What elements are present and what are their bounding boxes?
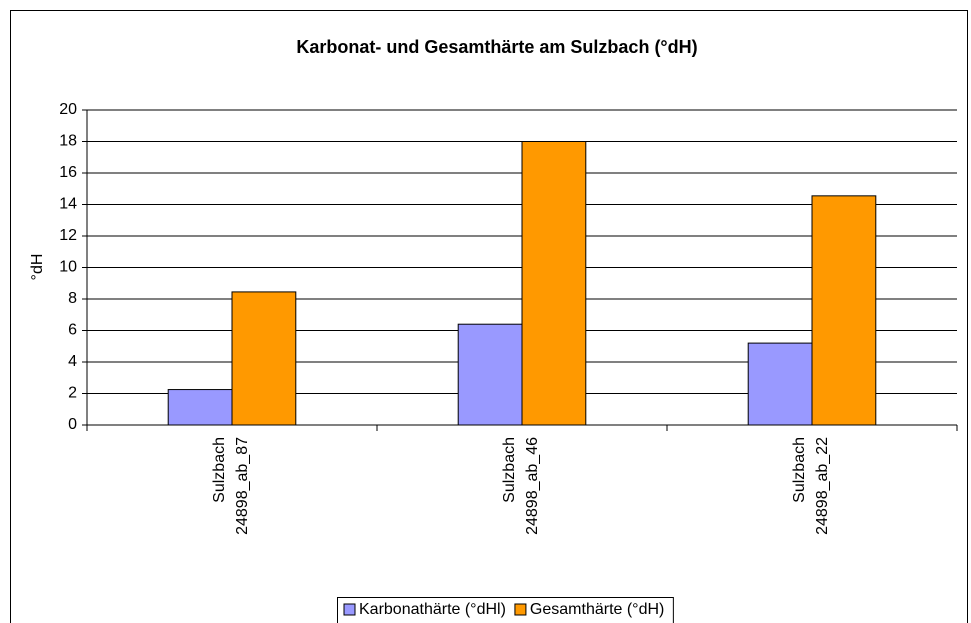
bar: [457, 323, 523, 426]
bar: [811, 195, 877, 426]
y-tick-label: 12: [59, 227, 77, 244]
y-tick-label: 10: [59, 259, 77, 276]
x-tick-label: Sulzbach: [501, 437, 518, 503]
y-tick-label: 2: [68, 385, 77, 402]
bar: [747, 342, 813, 426]
y-tick-label: 0: [68, 416, 77, 433]
bar: [521, 141, 587, 426]
bar: [231, 291, 297, 426]
legend: [337, 597, 674, 623]
y-tick-label: 18: [59, 133, 77, 150]
x-tick-label: 24898_ab_87: [234, 437, 251, 535]
x-tick-label: 24898_ab_46: [524, 437, 541, 535]
legend-swatch: [343, 603, 356, 616]
y-tick-label: 4: [68, 353, 77, 370]
y-axis-label: °dH: [29, 254, 46, 281]
legend-label: Gesamthärte (°dH): [530, 601, 664, 618]
chart-title: Karbonat- und Gesamthärte am Sulzbach (°…: [296, 37, 697, 57]
bar: [167, 389, 233, 426]
legend-swatch: [514, 603, 527, 616]
x-tick-label: Sulzbach: [791, 437, 808, 503]
y-tick-label: 16: [59, 164, 77, 181]
legend-label: Karbonathärte (°dHl): [359, 601, 506, 618]
y-tick-label: 8: [68, 290, 77, 307]
y-tick-label: 14: [59, 196, 77, 213]
y-tick-label: 20: [59, 101, 77, 118]
x-tick-label: Sulzbach: [211, 437, 228, 503]
y-tick-label: 6: [68, 322, 77, 339]
x-tick-label: 24898_ab_22: [814, 437, 831, 535]
chart-border: [10, 10, 968, 623]
